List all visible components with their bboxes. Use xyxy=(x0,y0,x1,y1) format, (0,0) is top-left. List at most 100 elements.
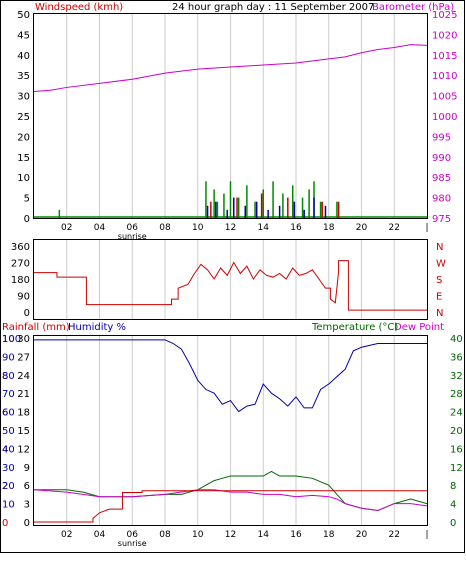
windspeed-tick: 10 xyxy=(17,173,30,184)
temperature-tick: 0 xyxy=(450,518,456,529)
secondary-left-tick: 27 xyxy=(17,352,30,363)
temperature-axis-label: Temperature (°C) xyxy=(311,322,398,333)
barometer-tick-labels: 975 980 985 990 995 1000 1005 1010 1015 1020 1025 xyxy=(432,10,457,225)
humidity-axis-label: Humidity % xyxy=(68,322,126,333)
x-tick-12: 12 xyxy=(225,530,236,540)
windspeed-tick: 35 xyxy=(17,71,30,82)
mid-series xyxy=(34,260,427,311)
rainfall-tick: 10 xyxy=(2,334,15,345)
barometer-axis-label: Barometer (hPa) xyxy=(372,2,454,13)
secondary-left-tick: 24 xyxy=(17,371,30,382)
mid-gridlines xyxy=(66,240,395,319)
rainfall-tick: 6 xyxy=(2,408,8,419)
x-tick-20: 20 xyxy=(356,223,368,233)
secondary-left-tick: 0 xyxy=(24,518,30,529)
windspeed-tick: 0 xyxy=(24,214,30,225)
bottom-gridlines xyxy=(66,336,395,525)
temp-humidity-rain-panel: Rainfall (mm) Humidity % Temperature (°C… xyxy=(2,322,463,548)
dewpoint-axis-label: Dew Point xyxy=(394,322,444,333)
temperature-tick-labels: 0 4 8 12 16 20 24 28 32 36 40 xyxy=(450,334,463,529)
wind-direction-line xyxy=(34,260,427,311)
sunrise-label: sunrise xyxy=(118,232,147,241)
barometer-tick: 1010 xyxy=(432,71,457,82)
humidity-tick: 50 xyxy=(2,426,15,437)
windspeed-tick: 5 xyxy=(24,194,30,205)
temperature-tick: 4 xyxy=(450,500,456,511)
x-tick-18: 18 xyxy=(323,530,335,540)
direction-tick: 90 xyxy=(17,292,30,303)
barometer-tick: 995 xyxy=(432,132,451,143)
x-tick-10: 10 xyxy=(192,223,204,233)
x-tick-|: | xyxy=(425,530,428,540)
rainfall-tick: 0 xyxy=(2,518,8,529)
x-tick-22: 22 xyxy=(389,223,400,233)
compass-tick: W xyxy=(436,259,446,270)
windspeed-tick: 25 xyxy=(17,112,30,123)
humidity-line xyxy=(34,339,427,413)
barometer-tick: 990 xyxy=(432,153,451,164)
x-tick-06: 06 xyxy=(127,530,139,540)
x-tick-|: | xyxy=(425,223,428,233)
x-tick-14: 14 xyxy=(258,223,270,233)
temperature-tick: 16 xyxy=(450,444,463,455)
compass-tick: N xyxy=(436,308,443,319)
humidity-tick: 90 xyxy=(2,352,15,363)
x-tick-02: 02 xyxy=(61,530,72,540)
secondary-left-tick: 12 xyxy=(17,444,30,455)
barometer-tick: 1015 xyxy=(432,51,457,62)
rainfall-tick: 8 xyxy=(2,371,8,382)
windspeed-tick: 15 xyxy=(17,153,30,164)
secondary-left-tick: 15 xyxy=(17,426,30,437)
x-tick-20: 20 xyxy=(356,530,368,540)
barometer-tick: 1000 xyxy=(432,112,457,123)
barometer-tick: 975 xyxy=(432,214,451,225)
x-tick-08: 08 xyxy=(159,530,171,540)
humidity-tick: 10 xyxy=(2,500,15,511)
humidity-tick: 100 xyxy=(2,334,21,345)
bottom-left-tick-labels: 0246810102030405060708090100036912151821… xyxy=(2,334,30,529)
windspeed-tick: 30 xyxy=(17,92,30,103)
chart-title: 24 hour graph day : 11 September 2007 xyxy=(172,2,374,13)
barometer-tick: 1020 xyxy=(432,30,457,41)
direction-tick: 180 xyxy=(11,275,30,286)
rainfall-axis-label: Rainfall (mm) xyxy=(2,322,70,333)
barometer-line xyxy=(33,44,428,93)
secondary-left-tick: 30 xyxy=(17,334,30,345)
direction-tick: 360 xyxy=(11,242,30,253)
rainfall-tick: 2 xyxy=(2,481,8,492)
temperature-tick: 20 xyxy=(450,426,463,437)
sunrise-label: sunrise xyxy=(118,539,147,548)
secondary-left-tick: 18 xyxy=(17,408,30,419)
direction-degree-labels: 0 90 180 270 360 xyxy=(11,242,30,319)
x-tick-16: 16 xyxy=(290,530,302,540)
temperature-tick: 36 xyxy=(450,352,463,363)
temperature-tick: 24 xyxy=(450,408,463,419)
x-tick-02: 02 xyxy=(61,223,72,233)
temperature-tick: 32 xyxy=(450,371,463,382)
wind-baro-panel: Windspeed (kmh) 24 hour graph day : 11 S… xyxy=(17,2,457,241)
barometer-tick: 1025 xyxy=(432,10,457,21)
rainfall-tick: 4 xyxy=(2,444,8,455)
x-tick-04: 04 xyxy=(94,223,106,233)
secondary-left-tick: 3 xyxy=(24,500,30,511)
temperature-tick: 8 xyxy=(450,481,456,492)
x-tick-10: 10 xyxy=(192,530,204,540)
bottom-series xyxy=(33,339,428,523)
direction-tick: 270 xyxy=(11,259,30,270)
secondary-left-tick: 21 xyxy=(17,389,30,400)
x-tick-16: 16 xyxy=(290,223,302,233)
secondary-left-tick: 9 xyxy=(24,463,30,474)
direction-tick: 0 xyxy=(24,308,30,319)
dewpoint-line xyxy=(33,489,428,512)
x-tick-08: 08 xyxy=(159,223,171,233)
x-tick-14: 14 xyxy=(258,530,270,540)
windspeed-tick: 50 xyxy=(17,10,30,21)
x-tick-04: 04 xyxy=(94,530,106,540)
top-x-tick-labels: 02 04 06 08 10 12 14 16 18 20 22 | sunrise xyxy=(61,223,429,241)
x-tick-06: 06 xyxy=(127,223,139,233)
humidity-tick: 20 xyxy=(2,481,15,492)
barometer-tick: 985 xyxy=(432,173,451,184)
